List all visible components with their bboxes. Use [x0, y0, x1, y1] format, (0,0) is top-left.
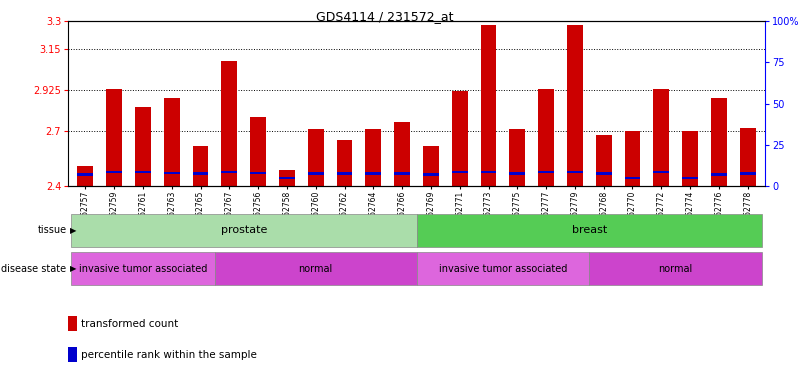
Bar: [164, 98, 179, 186]
Bar: [135, 108, 151, 186]
Bar: [308, 172, 324, 175]
Bar: [509, 172, 525, 175]
Bar: [654, 89, 669, 186]
Text: ▶: ▶: [70, 226, 76, 235]
Bar: [78, 174, 93, 176]
Bar: [417, 252, 590, 285]
Bar: [135, 170, 151, 173]
Bar: [481, 170, 497, 173]
Bar: [567, 25, 583, 186]
Text: invasive tumor associated: invasive tumor associated: [439, 264, 567, 274]
Text: invasive tumor associated: invasive tumor associated: [78, 264, 207, 274]
Bar: [78, 166, 93, 186]
Bar: [215, 252, 417, 285]
Bar: [654, 170, 669, 173]
Bar: [711, 174, 727, 176]
Bar: [336, 141, 352, 186]
Bar: [221, 61, 237, 186]
Bar: [452, 91, 468, 186]
Bar: [71, 252, 215, 285]
Bar: [68, 316, 77, 331]
Bar: [164, 172, 179, 174]
Bar: [711, 98, 727, 186]
Bar: [682, 131, 698, 186]
Text: breast: breast: [572, 225, 607, 235]
Bar: [68, 347, 77, 362]
Bar: [538, 170, 554, 173]
Bar: [590, 252, 762, 285]
Bar: [279, 177, 295, 179]
Text: GDS4114 / 231572_at: GDS4114 / 231572_at: [316, 10, 453, 23]
Bar: [740, 172, 755, 175]
Bar: [509, 129, 525, 186]
Bar: [192, 172, 208, 175]
Bar: [596, 135, 612, 186]
Bar: [394, 172, 410, 175]
Bar: [192, 146, 208, 186]
Bar: [625, 131, 641, 186]
Bar: [538, 89, 554, 186]
Text: normal: normal: [299, 264, 333, 274]
Bar: [625, 177, 641, 179]
Bar: [596, 172, 612, 175]
Bar: [740, 127, 755, 186]
Bar: [452, 170, 468, 173]
Text: normal: normal: [658, 264, 693, 274]
Bar: [279, 170, 295, 186]
Bar: [417, 214, 762, 247]
Bar: [567, 170, 583, 173]
Bar: [71, 214, 417, 247]
Text: transformed count: transformed count: [81, 319, 178, 329]
Text: disease state: disease state: [2, 264, 66, 274]
Bar: [107, 170, 122, 173]
Bar: [107, 89, 122, 186]
Text: prostate: prostate: [220, 225, 267, 235]
Text: tissue: tissue: [38, 225, 66, 235]
Bar: [250, 116, 266, 186]
Bar: [423, 174, 439, 176]
Bar: [365, 129, 381, 186]
Bar: [308, 129, 324, 186]
Bar: [394, 122, 410, 186]
Text: percentile rank within the sample: percentile rank within the sample: [81, 350, 257, 360]
Bar: [221, 170, 237, 173]
Bar: [250, 172, 266, 174]
Bar: [481, 25, 497, 186]
Bar: [365, 172, 381, 175]
Text: ▶: ▶: [70, 264, 76, 273]
Bar: [336, 172, 352, 175]
Bar: [423, 146, 439, 186]
Bar: [682, 177, 698, 179]
